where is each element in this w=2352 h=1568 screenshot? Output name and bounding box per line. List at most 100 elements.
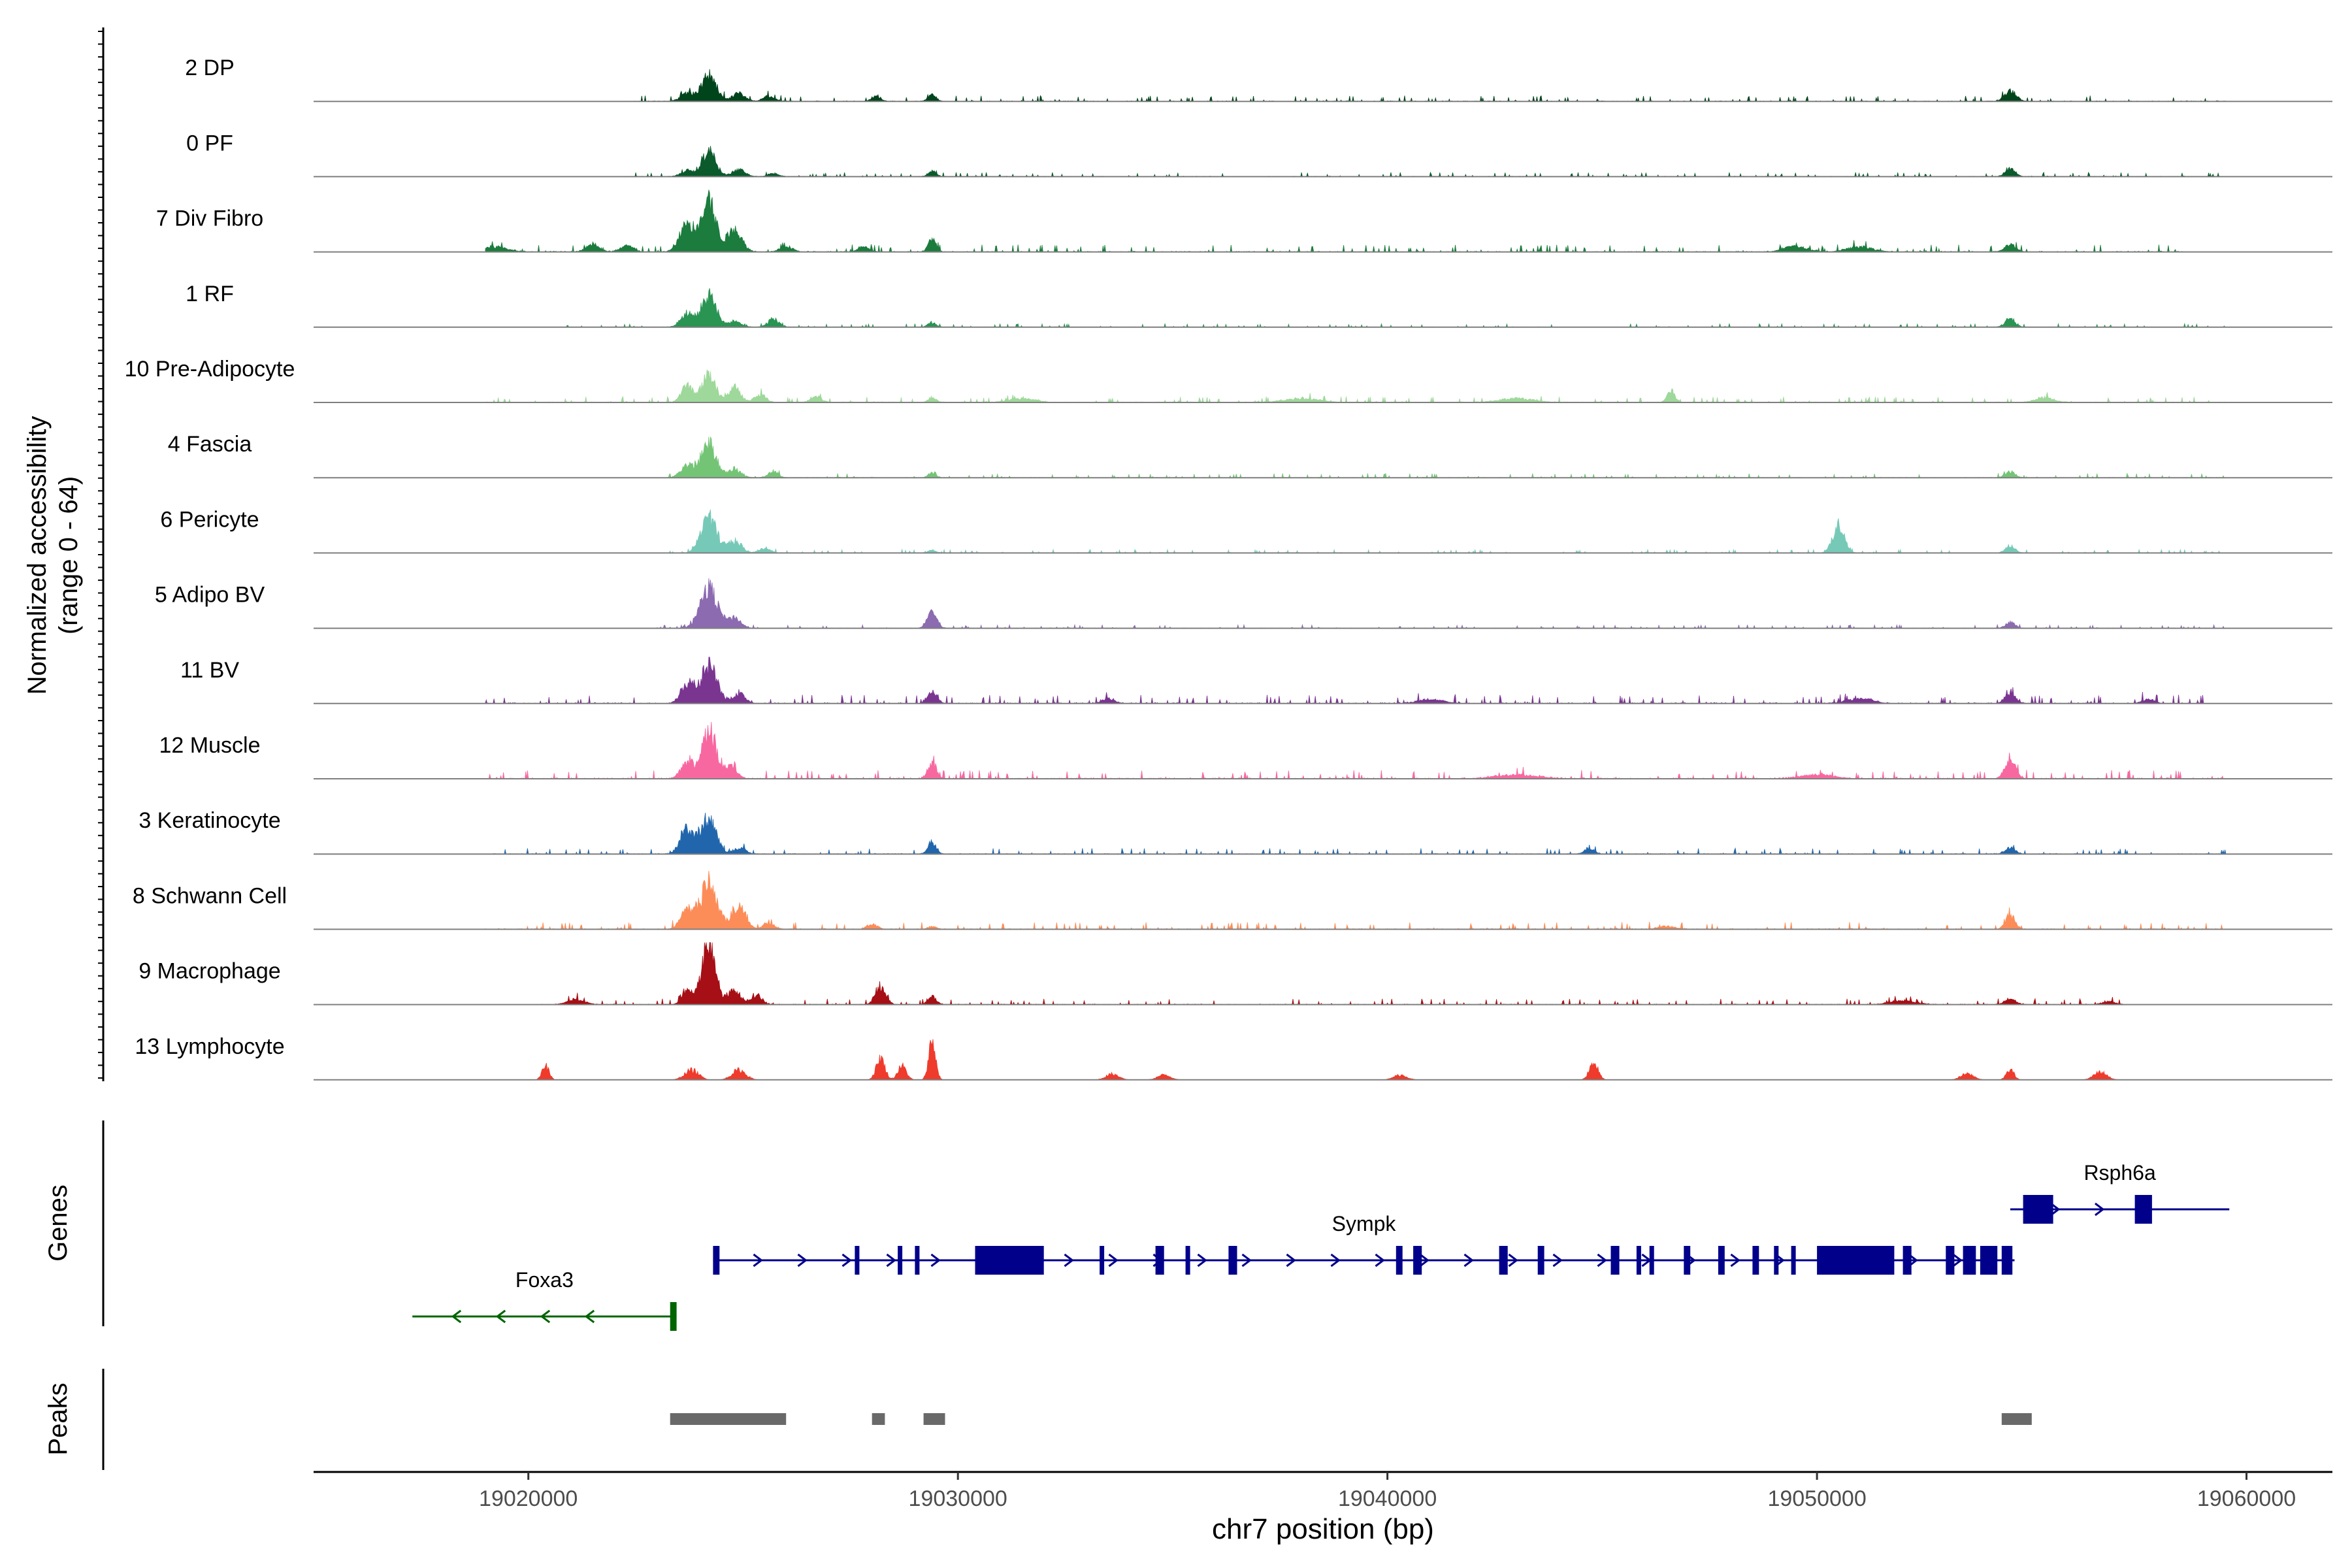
gene-strand-arrow xyxy=(753,1253,763,1267)
gene-exon-Sympk xyxy=(713,1246,720,1275)
gene-strand-arrow xyxy=(1730,1253,1740,1267)
gene-exon-Rsph6a xyxy=(2023,1195,2053,1224)
gene-exon-Sympk xyxy=(1100,1246,1105,1275)
gene-strand-arrow xyxy=(584,1309,595,1324)
gene-exon-Sympk xyxy=(898,1246,903,1275)
gene-exon-Sympk xyxy=(2001,1246,2013,1275)
track-area-10 xyxy=(485,813,2247,855)
track-label-10: 3 Keratinocyte xyxy=(139,808,280,833)
gene-strand-arrow xyxy=(2095,1202,2105,1217)
gene-exon-Sympk xyxy=(1752,1246,1759,1275)
gene-exon-Sympk xyxy=(1636,1246,1641,1275)
x-tick-label: 19020000 xyxy=(479,1486,578,1511)
gene-strand-arrow xyxy=(2050,1202,2061,1217)
track-area-13 xyxy=(485,1039,2247,1081)
accessibility-axis xyxy=(98,27,105,1081)
gene-strand-arrow xyxy=(797,1253,808,1267)
gene-exon-Sympk xyxy=(1610,1246,1620,1275)
gene-exon-Sympk xyxy=(975,1246,1044,1275)
track-area-7 xyxy=(485,578,2247,630)
x-axis-ticks: 19020000 19030000 19040000 19050000 19060000 xyxy=(479,1472,2296,1511)
peak-region-0 xyxy=(670,1413,787,1425)
gene-exon-Sympk xyxy=(1155,1246,1164,1275)
gene-exon-Sympk xyxy=(1817,1246,1895,1275)
track-area-11 xyxy=(485,870,2247,930)
x-axis-title: chr7 position (bp) xyxy=(1212,1513,1434,1545)
gene-exon-Sympk xyxy=(1537,1246,1544,1275)
gene-strand-arrow xyxy=(1241,1253,1252,1267)
gene-exon-Sympk xyxy=(1649,1246,1654,1275)
track-label-0: 2 DP xyxy=(185,56,235,80)
track-area-9 xyxy=(485,721,2247,780)
gene-exon-Sympk xyxy=(1396,1246,1403,1275)
gene-exon-Sympk xyxy=(855,1246,860,1275)
gene-strand-arrow xyxy=(1108,1253,1119,1267)
gene-strand-arrow xyxy=(1375,1253,1385,1267)
gene-exon-Sympk xyxy=(1228,1246,1237,1275)
gene-exon-Sympk xyxy=(1499,1246,1508,1275)
peak-region-3 xyxy=(2001,1413,2032,1425)
x-tick-label: 19030000 xyxy=(909,1486,1007,1511)
gene-exon-Sympk xyxy=(1903,1246,1912,1275)
track-label-11: 8 Schwann Cell xyxy=(133,883,287,908)
peaks-axis-title: Peaks xyxy=(44,1382,73,1455)
y-axis-title-line1: Normalized accessibility xyxy=(23,416,52,695)
gene-exon-Sympk xyxy=(1774,1246,1779,1275)
track-label-1: 0 PF xyxy=(186,131,233,155)
gene-strand-arrow xyxy=(1419,1253,1429,1267)
gene-exon-Sympk xyxy=(915,1246,920,1275)
gene-exon-Foxa3 xyxy=(670,1302,677,1331)
genes-axis-title: Genes xyxy=(44,1184,73,1262)
gene-strand-arrow xyxy=(1952,1253,1963,1267)
gene-exon-Rsph6a xyxy=(2134,1195,2152,1224)
x-tick-label: 19040000 xyxy=(1338,1486,1437,1511)
gene-exon-Sympk xyxy=(1185,1246,1190,1275)
x-tick-label: 19050000 xyxy=(1767,1486,1866,1511)
track-area-2 xyxy=(485,189,2247,253)
gene-strand-arrow xyxy=(1597,1253,1607,1267)
gene-strand-arrow xyxy=(1330,1253,1341,1267)
gene-annotations: Foxa3 Sympk Rsph6a xyxy=(412,1161,2230,1331)
gene-exon-Sympk xyxy=(1413,1246,1422,1275)
track-area-5 xyxy=(485,436,2247,479)
gene-strand-arrow xyxy=(1197,1253,1207,1267)
gene-exon-Sympk xyxy=(1946,1246,1955,1275)
x-tick-label: 19060000 xyxy=(2197,1486,2296,1511)
gene-label-Rsph6a: Rsph6a xyxy=(2083,1161,2156,1184)
track-label-3: 1 RF xyxy=(186,282,234,306)
gene-exon-Sympk xyxy=(1684,1246,1691,1275)
track-area-0 xyxy=(485,69,2247,103)
track-area-1 xyxy=(485,146,2247,178)
gene-label-Sympk: Sympk xyxy=(1332,1212,1397,1235)
gene-exon-Sympk xyxy=(1718,1246,1725,1275)
gene-strand-arrow xyxy=(495,1309,506,1324)
track-label-7: 5 Adipo BV xyxy=(155,583,265,608)
gene-strand-arrow xyxy=(1552,1253,1563,1267)
track-label-12: 9 Macrophage xyxy=(139,959,280,984)
gene-strand-arrow xyxy=(930,1253,941,1267)
y-axis-title-line2: (range 0 - 64) xyxy=(54,476,83,634)
gene-strand-arrow xyxy=(540,1309,551,1324)
gene-strand-arrow xyxy=(886,1253,896,1267)
track-labels: 2 DP 0 PF 7 Div Fibro 1 RF 10 Pre-Adipocyte 4… xyxy=(125,56,295,1059)
gene-exon-Sympk xyxy=(1980,1246,1998,1275)
track-label-6: 6 Pericyte xyxy=(160,507,259,532)
gene-strand-arrow xyxy=(1508,1253,1518,1267)
track-label-9: 12 Muscle xyxy=(159,733,261,758)
track-area-6 xyxy=(485,509,2247,554)
gene-strand-arrow xyxy=(1463,1253,1474,1267)
track-label-4: 10 Pre-Adipocyte xyxy=(125,357,295,382)
peak-region-1 xyxy=(872,1413,885,1425)
track-area-3 xyxy=(485,288,2247,329)
gene-exon-Sympk xyxy=(1963,1246,1976,1275)
gene-strand-arrow xyxy=(451,1309,462,1324)
track-label-2: 7 Div Fibro xyxy=(156,206,263,231)
track-label-5: 4 Fascia xyxy=(168,432,252,457)
track-label-13: 13 Lymphocyte xyxy=(135,1034,284,1059)
gene-strand-arrow xyxy=(841,1253,852,1267)
peak-regions xyxy=(670,1413,2032,1425)
gene-strand-arrow xyxy=(1286,1253,1296,1267)
track-label-8: 11 BV xyxy=(180,658,239,683)
track-area-4 xyxy=(485,369,2247,404)
